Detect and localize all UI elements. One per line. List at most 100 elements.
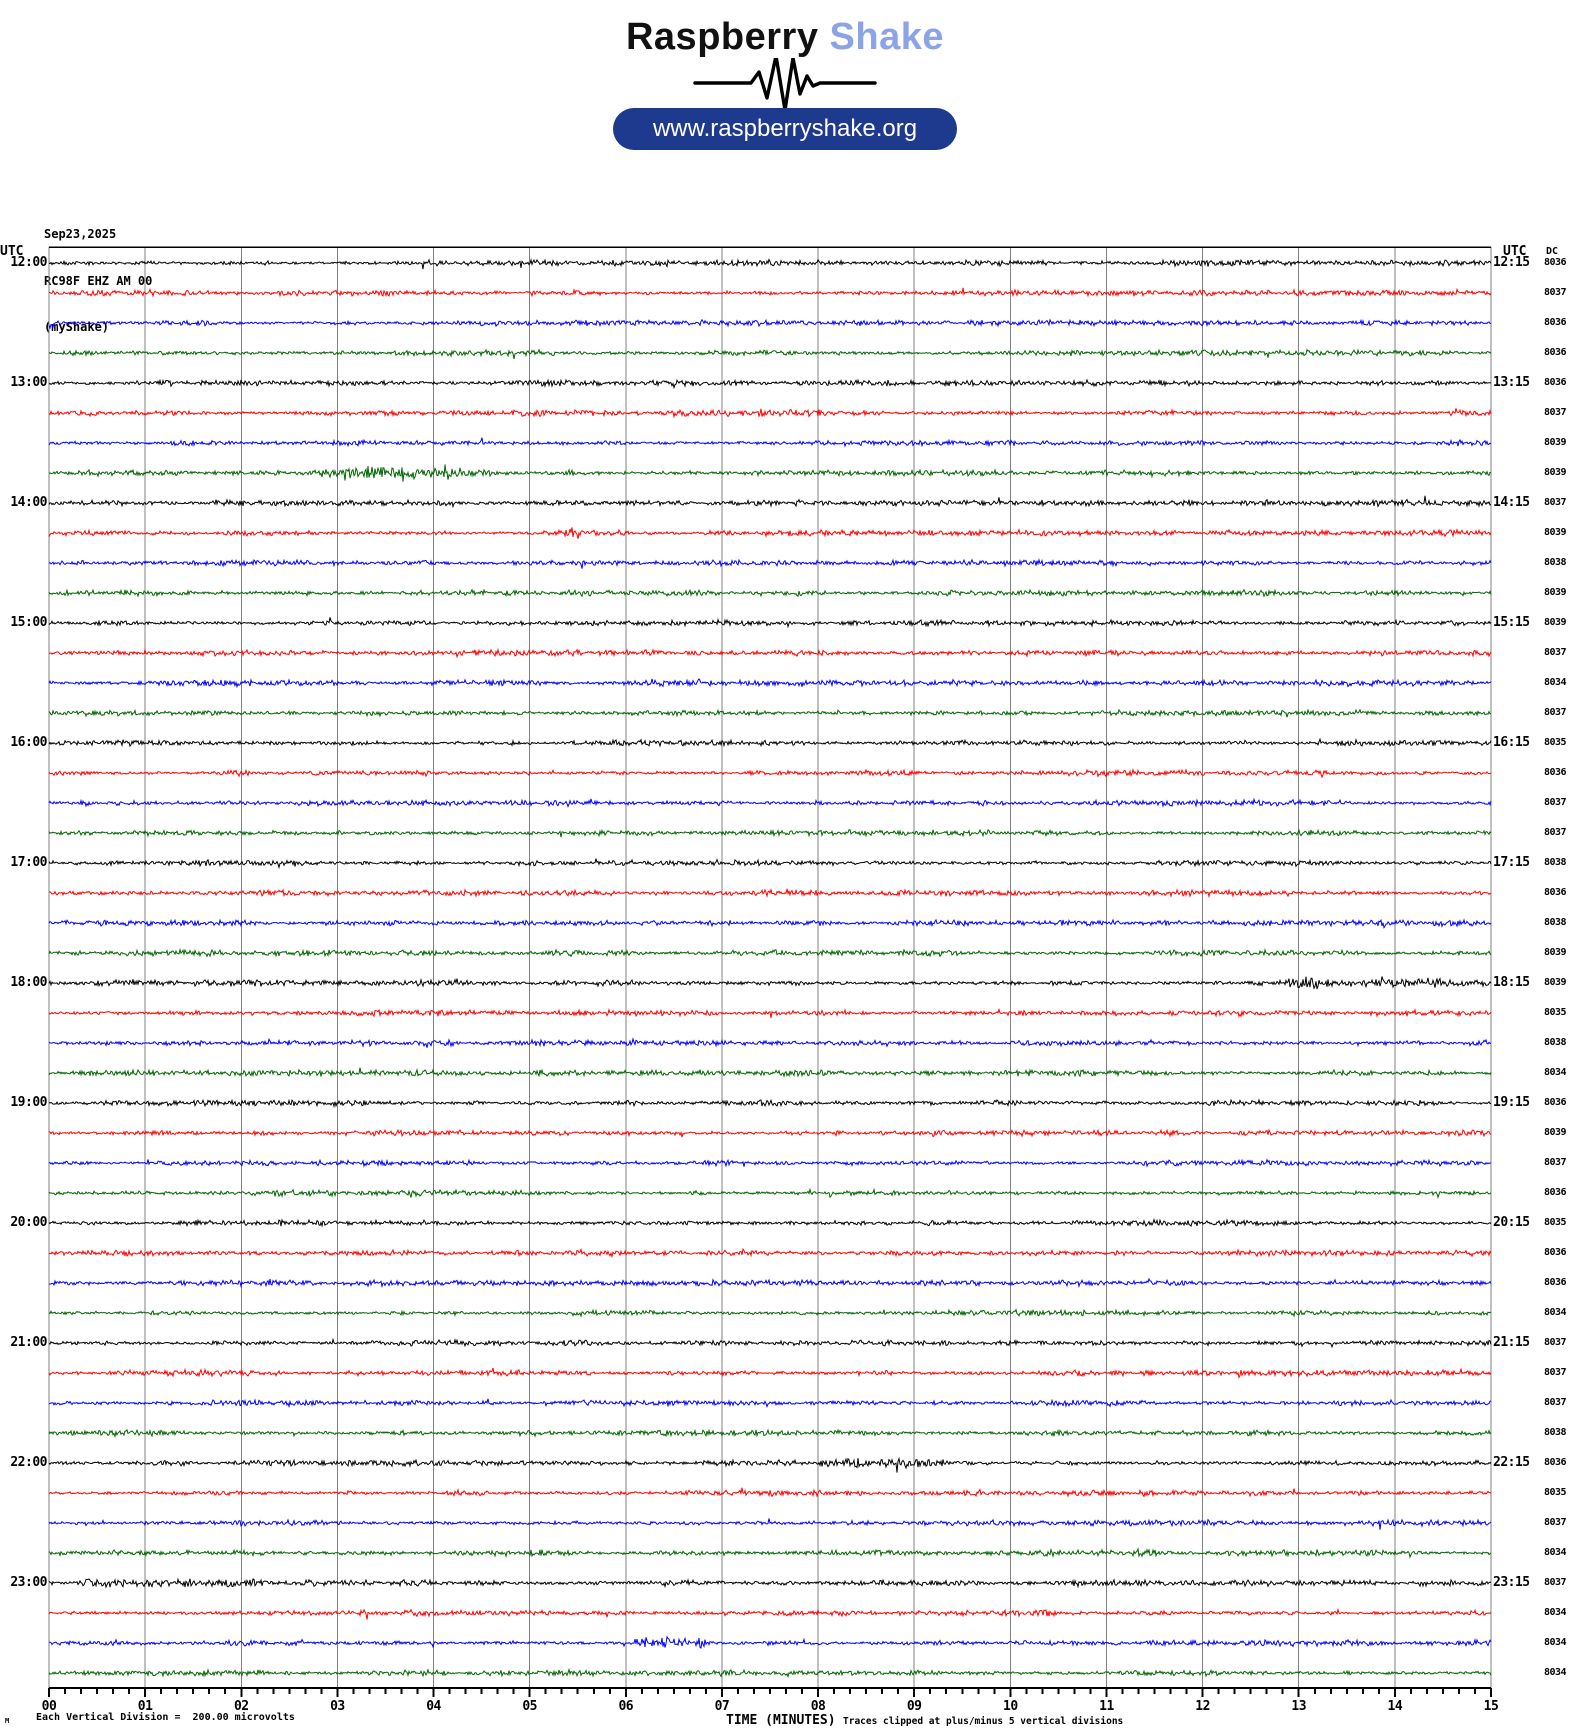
dc-value-16:00: 8035 (1544, 737, 1567, 748)
x-tick-label-09: 09 (906, 1699, 922, 1714)
utc-left-label-21:00: 21:00 (10, 1335, 47, 1350)
utc-left-label-13:00: 13:00 (10, 375, 47, 390)
dc-value-18:45: 8034 (1544, 1067, 1567, 1078)
utc-right-header: UTC (1503, 244, 1527, 259)
dc-value-17:45: 8039 (1544, 947, 1567, 958)
utc-right-label-12:15: 12:15 (1493, 255, 1530, 270)
station-name: (myShake) (44, 320, 110, 334)
dc-value-21:00: 8037 (1544, 1337, 1567, 1348)
trace-23:00 (48, 1577, 1492, 1589)
trace-21:30 (48, 1398, 1492, 1409)
website-pill[interactable]: www.raspberryshake.org (613, 108, 957, 150)
x-tick-label-12: 12 (1195, 1699, 1210, 1714)
trace-12:15 (48, 287, 1492, 298)
dc-value-22:30: 8037 (1544, 1517, 1567, 1528)
dc-value-15:15: 8037 (1544, 647, 1567, 658)
x-tick-label-13: 13 (1291, 1699, 1307, 1714)
dc-value-12:00: 8036 (1544, 257, 1567, 268)
trace-15:00 (48, 617, 1492, 629)
trace-20:45 (48, 1308, 1492, 1318)
trace-18:15 (48, 1007, 1492, 1019)
dc-value-18:15: 8035 (1544, 1007, 1567, 1018)
utc-right-label-16:15: 16:15 (1493, 735, 1530, 750)
dc-value-22:00: 8036 (1544, 1457, 1567, 1468)
utc-left-label-23:00: 23:00 (10, 1575, 47, 1590)
station-id: RC98F EHZ AM 00 (44, 273, 153, 288)
utc-right-label-20:15: 20:15 (1493, 1215, 1530, 1230)
trace-17:45 (48, 947, 1492, 958)
dc-value-20:30: 8036 (1544, 1277, 1567, 1288)
dc-value-15:30: 8034 (1544, 677, 1567, 688)
utc-right-label-21:15: 21:15 (1493, 1335, 1530, 1350)
x-tick-label-15: 15 (1483, 1699, 1499, 1714)
dc-value-17:00: 8038 (1544, 857, 1567, 868)
x-tick-label-02: 02 (233, 1699, 249, 1714)
utc-left-label-20:00: 20:00 (10, 1215, 47, 1230)
dc-value-21:30: 8037 (1544, 1397, 1567, 1408)
dc-value-19:00: 8036 (1544, 1097, 1567, 1108)
trace-22:15 (48, 1487, 1492, 1498)
dc-value-13:30: 8039 (1544, 437, 1567, 448)
dc-value-18:30: 8038 (1544, 1037, 1567, 1048)
trace-17:00 (48, 858, 1492, 870)
trace-18:30 (48, 1037, 1492, 1048)
dc-value-15:45: 8037 (1544, 707, 1567, 718)
dc-value-21:45: 8038 (1544, 1427, 1567, 1438)
trace-21:00 (48, 1337, 1492, 1349)
x-tick-label-03: 03 (330, 1699, 345, 1714)
utc-left-label-12:00: 12:00 (10, 255, 47, 270)
utc-right-label-17:15: 17:15 (1493, 855, 1530, 870)
dc-value-22:45: 8034 (1544, 1547, 1567, 1558)
trace-13:00 (48, 378, 1492, 390)
dc-value-23:15: 8034 (1544, 1607, 1567, 1618)
trace-20:00 (48, 1218, 1492, 1228)
x-tick-label-11: 11 (1099, 1699, 1114, 1714)
trace-14:30 (48, 557, 1492, 569)
logo: Raspberry Shake (0, 16, 1570, 59)
utc-right-label-18:15: 18:15 (1493, 975, 1530, 990)
vertical-division-note: Each Vertical Division = 200.00 microvol… (36, 1712, 295, 1723)
trace-22:30 (48, 1518, 1492, 1530)
dc-value-14:45: 8039 (1544, 587, 1567, 598)
dc-value-12:30: 8036 (1544, 317, 1567, 328)
utc-left-label-16:00: 16:00 (10, 735, 47, 750)
utc-left-label-18:00: 18:00 (10, 975, 47, 990)
dc-value-20:00: 8035 (1544, 1217, 1567, 1228)
trace-12:00 (48, 258, 1492, 270)
dc-value-23:30: 8034 (1544, 1637, 1567, 1648)
trace-14:45 (48, 588, 1492, 598)
dc-value-16:15: 8036 (1544, 767, 1567, 778)
trace-17:15 (48, 888, 1492, 899)
logo-text-secondary: Shake (829, 16, 944, 58)
utc-left-label-17:00: 17:00 (10, 855, 47, 870)
x-tick-label-14: 14 (1387, 1699, 1403, 1714)
trace-16:30 (48, 797, 1492, 808)
scale-note-prefix: M (5, 1717, 10, 1725)
dc-value-23:45: 8034 (1544, 1667, 1567, 1678)
trace-23:30 (48, 1635, 1492, 1649)
utc-left-label-22:00: 22:00 (10, 1455, 47, 1470)
trace-23:15 (48, 1607, 1492, 1620)
dc-value-13:15: 8037 (1544, 407, 1567, 418)
trace-21:15 (48, 1367, 1492, 1379)
trace-14:15 (48, 527, 1492, 539)
trace-15:15 (48, 647, 1492, 659)
dc-value-13:45: 8039 (1544, 467, 1567, 478)
clip-note: Traces clipped at plus/minus 5 vertical … (843, 1716, 1124, 1727)
trace-23:45 (48, 1667, 1492, 1679)
dc-value-22:15: 8035 (1544, 1487, 1567, 1498)
dc-value-12:45: 8036 (1544, 347, 1567, 358)
x-tick-label-01: 01 (137, 1699, 153, 1714)
utc-left-header: UTC (0, 244, 24, 259)
x-tick-label-08: 08 (810, 1699, 826, 1714)
dc-value-17:30: 8038 (1544, 917, 1567, 928)
trace-13:30 (48, 437, 1492, 448)
dc-value-18:00: 8039 (1544, 977, 1567, 988)
trace-18:45 (48, 1067, 1492, 1078)
seismic-waveform-icon (693, 58, 877, 110)
x-tick-label-05: 05 (522, 1699, 537, 1714)
trace-15:30 (48, 677, 1492, 689)
dc-value-20:45: 8034 (1544, 1307, 1567, 1318)
dc-value-14:00: 8037 (1544, 497, 1567, 508)
trace-16:45 (48, 828, 1492, 838)
